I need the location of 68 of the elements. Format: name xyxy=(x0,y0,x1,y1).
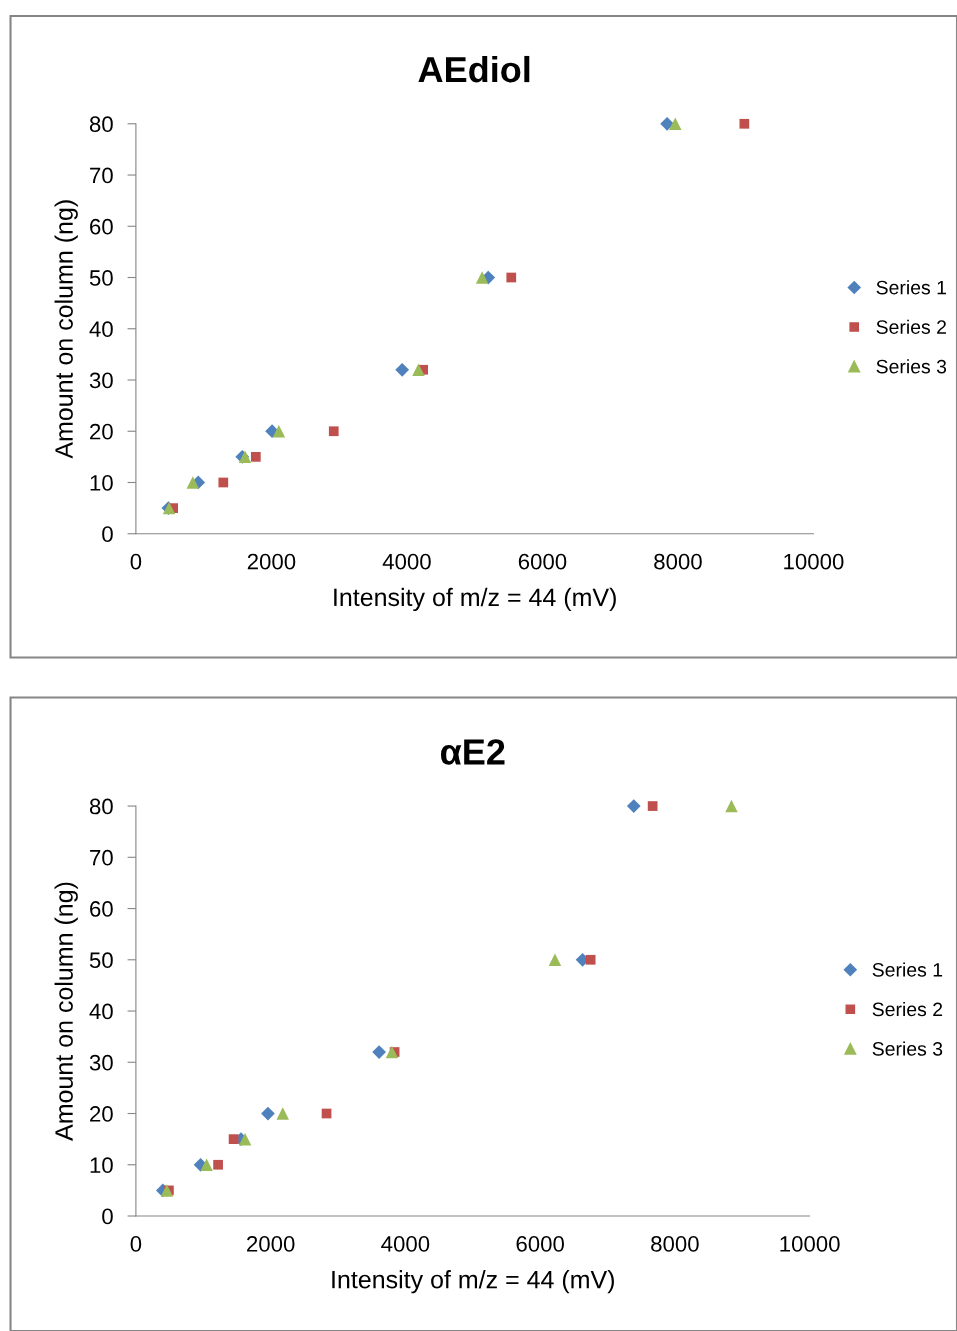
x-tick-label: 2000 xyxy=(247,553,296,570)
legend-label: Series 2 xyxy=(872,1001,943,1017)
y-tick-label: 40 xyxy=(89,1003,113,1020)
y-tick-label: 80 xyxy=(89,798,113,815)
point xyxy=(660,116,674,131)
y-tick-label: 50 xyxy=(89,270,113,286)
point xyxy=(213,1159,223,1170)
point xyxy=(261,1106,275,1121)
point xyxy=(328,426,339,437)
point xyxy=(385,1045,399,1059)
x-tick-label: 4000 xyxy=(382,553,431,570)
legend-label: Series 1 xyxy=(876,280,946,295)
x-tick-label: 6000 xyxy=(518,553,567,570)
y-tick-label: 10 xyxy=(90,475,113,491)
y-tick-label: 20 xyxy=(90,423,113,440)
y-tick-label: 60 xyxy=(90,218,113,235)
x-tick-label: 0 xyxy=(130,1236,142,1252)
point xyxy=(647,801,658,811)
point xyxy=(395,362,410,377)
y-tick-label: 80 xyxy=(89,116,113,133)
point xyxy=(585,954,596,965)
y-tick-label: 50 xyxy=(89,952,113,969)
x-tick-label: 10000 xyxy=(784,553,844,570)
point xyxy=(218,477,229,488)
point xyxy=(272,424,286,438)
y-tick-label: 0 xyxy=(102,1208,113,1225)
point xyxy=(668,117,682,131)
x-tick-label: 6000 xyxy=(516,1236,564,1252)
x-tick-label: 8000 xyxy=(654,553,702,570)
y-tick-label: 70 xyxy=(90,167,113,184)
point xyxy=(412,363,425,376)
point xyxy=(200,1158,213,1172)
x-axis-title: Intensity of m/z = 44 (mV) xyxy=(332,1270,614,1294)
point xyxy=(475,271,489,284)
y-tick-label: 40 xyxy=(89,321,113,338)
x-tick-label: 0 xyxy=(130,553,142,570)
y-tick-label: 0 xyxy=(102,526,113,542)
legend-label: Series 3 xyxy=(872,1041,943,1056)
chart-title: AEdiol xyxy=(418,55,530,83)
point xyxy=(548,953,562,967)
point xyxy=(250,452,261,462)
y-tick-label: 70 xyxy=(90,849,113,866)
point xyxy=(186,476,200,489)
point xyxy=(739,118,750,129)
point xyxy=(228,1134,239,1144)
x-tick-label: 8000 xyxy=(651,1236,699,1252)
x-axis-title: Intensity of m/z = 44 (mV) xyxy=(334,587,616,612)
y-tick-label: 10 xyxy=(90,1157,113,1174)
y-axis-title: Amount on column (ng) xyxy=(54,200,78,459)
legend-label: Series 3 xyxy=(876,359,947,374)
x-tick-label: 10000 xyxy=(780,1236,840,1252)
point xyxy=(276,1107,290,1120)
point xyxy=(725,799,738,813)
y-tick-label: 20 xyxy=(90,1106,113,1122)
x-tick-label: 2000 xyxy=(247,1236,295,1252)
legend-label: Series 1 xyxy=(872,962,943,977)
x-tick-label: 4000 xyxy=(381,1236,430,1252)
y-tick-label: 30 xyxy=(89,1054,113,1071)
point xyxy=(372,1045,386,1059)
y-tick-label: 60 xyxy=(90,901,113,917)
y-axis-title: Amount on column (ng) xyxy=(54,882,78,1141)
point xyxy=(506,272,517,283)
point xyxy=(626,799,641,813)
chart-title: αE2 xyxy=(440,739,505,765)
legend-label: Series 2 xyxy=(876,319,946,334)
point xyxy=(238,1132,252,1146)
y-tick-label: 30 xyxy=(89,372,113,389)
point xyxy=(160,1184,174,1197)
